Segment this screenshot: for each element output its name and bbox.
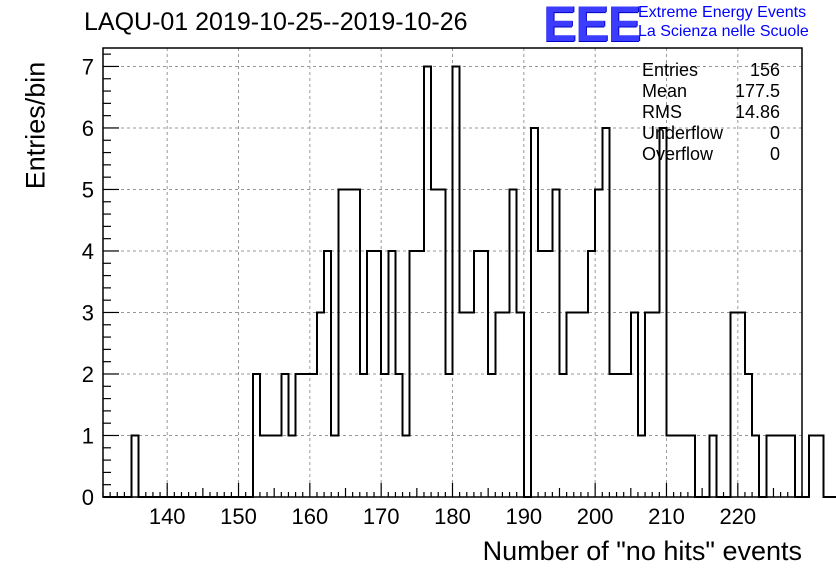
histogram-bin bbox=[431, 189, 438, 497]
histogram-bin bbox=[132, 435, 139, 497]
axes: 140 150 160 170 180 190 200 210 220 0 1 2 3 4 5 6 7 bbox=[82, 47, 803, 529]
histogram-bin bbox=[674, 435, 681, 497]
histogram-bin bbox=[781, 435, 788, 497]
histogram-bin bbox=[788, 435, 795, 497]
histogram-bin bbox=[552, 189, 559, 497]
histogram-bin bbox=[688, 435, 695, 497]
x-tick-label: 220 bbox=[719, 504, 756, 529]
x-tick-label: 170 bbox=[363, 504, 400, 529]
stats-row: Overflow 0 bbox=[642, 144, 780, 164]
x-tick-label: 180 bbox=[434, 504, 471, 529]
histogram-bin bbox=[317, 312, 324, 497]
histogram-bin bbox=[495, 312, 502, 497]
x-tick-label: 140 bbox=[149, 504, 186, 529]
logo-caption: Extreme Energy Events La Scienza nelle S… bbox=[638, 3, 809, 41]
chart-title: LAQU-01 2019-10-25--2019-10-26 bbox=[84, 8, 468, 36]
histogram-bin bbox=[738, 312, 745, 497]
histogram-bin bbox=[510, 189, 517, 497]
histogram-bin bbox=[403, 435, 410, 497]
x-axis-label: Number of "no hits" events bbox=[482, 536, 802, 566]
histogram-bin bbox=[260, 435, 267, 497]
x-tick-label: 200 bbox=[577, 504, 614, 529]
histogram-bin bbox=[567, 312, 574, 497]
histogram-bin bbox=[581, 312, 588, 497]
histogram-bin bbox=[267, 435, 274, 497]
histogram-bin bbox=[338, 189, 345, 497]
stats-row: Mean 177.5 bbox=[642, 81, 780, 101]
histogram-bin bbox=[331, 435, 338, 497]
histogram-bin bbox=[666, 435, 673, 497]
histogram-bin bbox=[346, 189, 353, 497]
y-tick-label: 4 bbox=[82, 239, 94, 264]
histogram-bin bbox=[460, 312, 467, 497]
histogram-bin bbox=[709, 435, 716, 497]
histogram-bars bbox=[103, 65, 836, 498]
x-tick-label: 160 bbox=[291, 504, 328, 529]
histogram-bin bbox=[652, 312, 659, 497]
stats-row: Underflow 0 bbox=[642, 123, 780, 143]
y-tick-label: 7 bbox=[82, 54, 94, 79]
x-tick-label: 190 bbox=[505, 504, 542, 529]
y-tick-label: 0 bbox=[82, 485, 94, 510]
histogram-bin bbox=[595, 189, 602, 497]
y-tick-label: 2 bbox=[82, 362, 94, 387]
histogram-bin bbox=[353, 189, 360, 497]
stats-row: Entries 156 bbox=[642, 60, 780, 80]
x-tick-label: 210 bbox=[648, 504, 685, 529]
stats-box: Entries 156 Mean 177.5 RMS 14.86 Underflow 0… bbox=[642, 60, 780, 165]
histogram-bin bbox=[816, 435, 823, 497]
histogram-bin bbox=[438, 189, 445, 497]
histogram-bin bbox=[645, 312, 652, 497]
histogram-bin bbox=[773, 435, 780, 497]
x-tick-label: 150 bbox=[220, 504, 257, 529]
histogram-bin bbox=[809, 435, 816, 497]
histogram-bin bbox=[638, 435, 645, 497]
histogram-bin bbox=[288, 435, 295, 497]
histogram-bin bbox=[731, 312, 738, 497]
histogram-bin bbox=[752, 435, 759, 497]
histogram-bin bbox=[631, 312, 638, 497]
histogram-bin bbox=[453, 66, 460, 497]
histogram-bin bbox=[681, 435, 688, 497]
histogram-outline bbox=[103, 65, 836, 498]
histogram-bin bbox=[766, 435, 773, 497]
eee-logo: EEE bbox=[543, 0, 641, 52]
y-tick-label: 6 bbox=[82, 116, 94, 141]
histogram-bin bbox=[574, 312, 581, 497]
y-tick-label: 1 bbox=[82, 423, 94, 448]
y-tick-label: 3 bbox=[82, 300, 94, 325]
histogram-bin bbox=[467, 312, 474, 497]
histogram-bin bbox=[517, 312, 524, 497]
logo-caption-line1: Extreme Energy Events bbox=[638, 4, 807, 21]
y-tick-label: 5 bbox=[82, 177, 94, 202]
histogram-bin bbox=[502, 312, 509, 497]
stats-row: RMS 14.86 bbox=[642, 102, 780, 122]
logo-caption-line2: La Scienza nelle Scuole bbox=[638, 23, 809, 40]
histogram-bin bbox=[424, 66, 431, 497]
histogram-bin bbox=[274, 435, 281, 497]
